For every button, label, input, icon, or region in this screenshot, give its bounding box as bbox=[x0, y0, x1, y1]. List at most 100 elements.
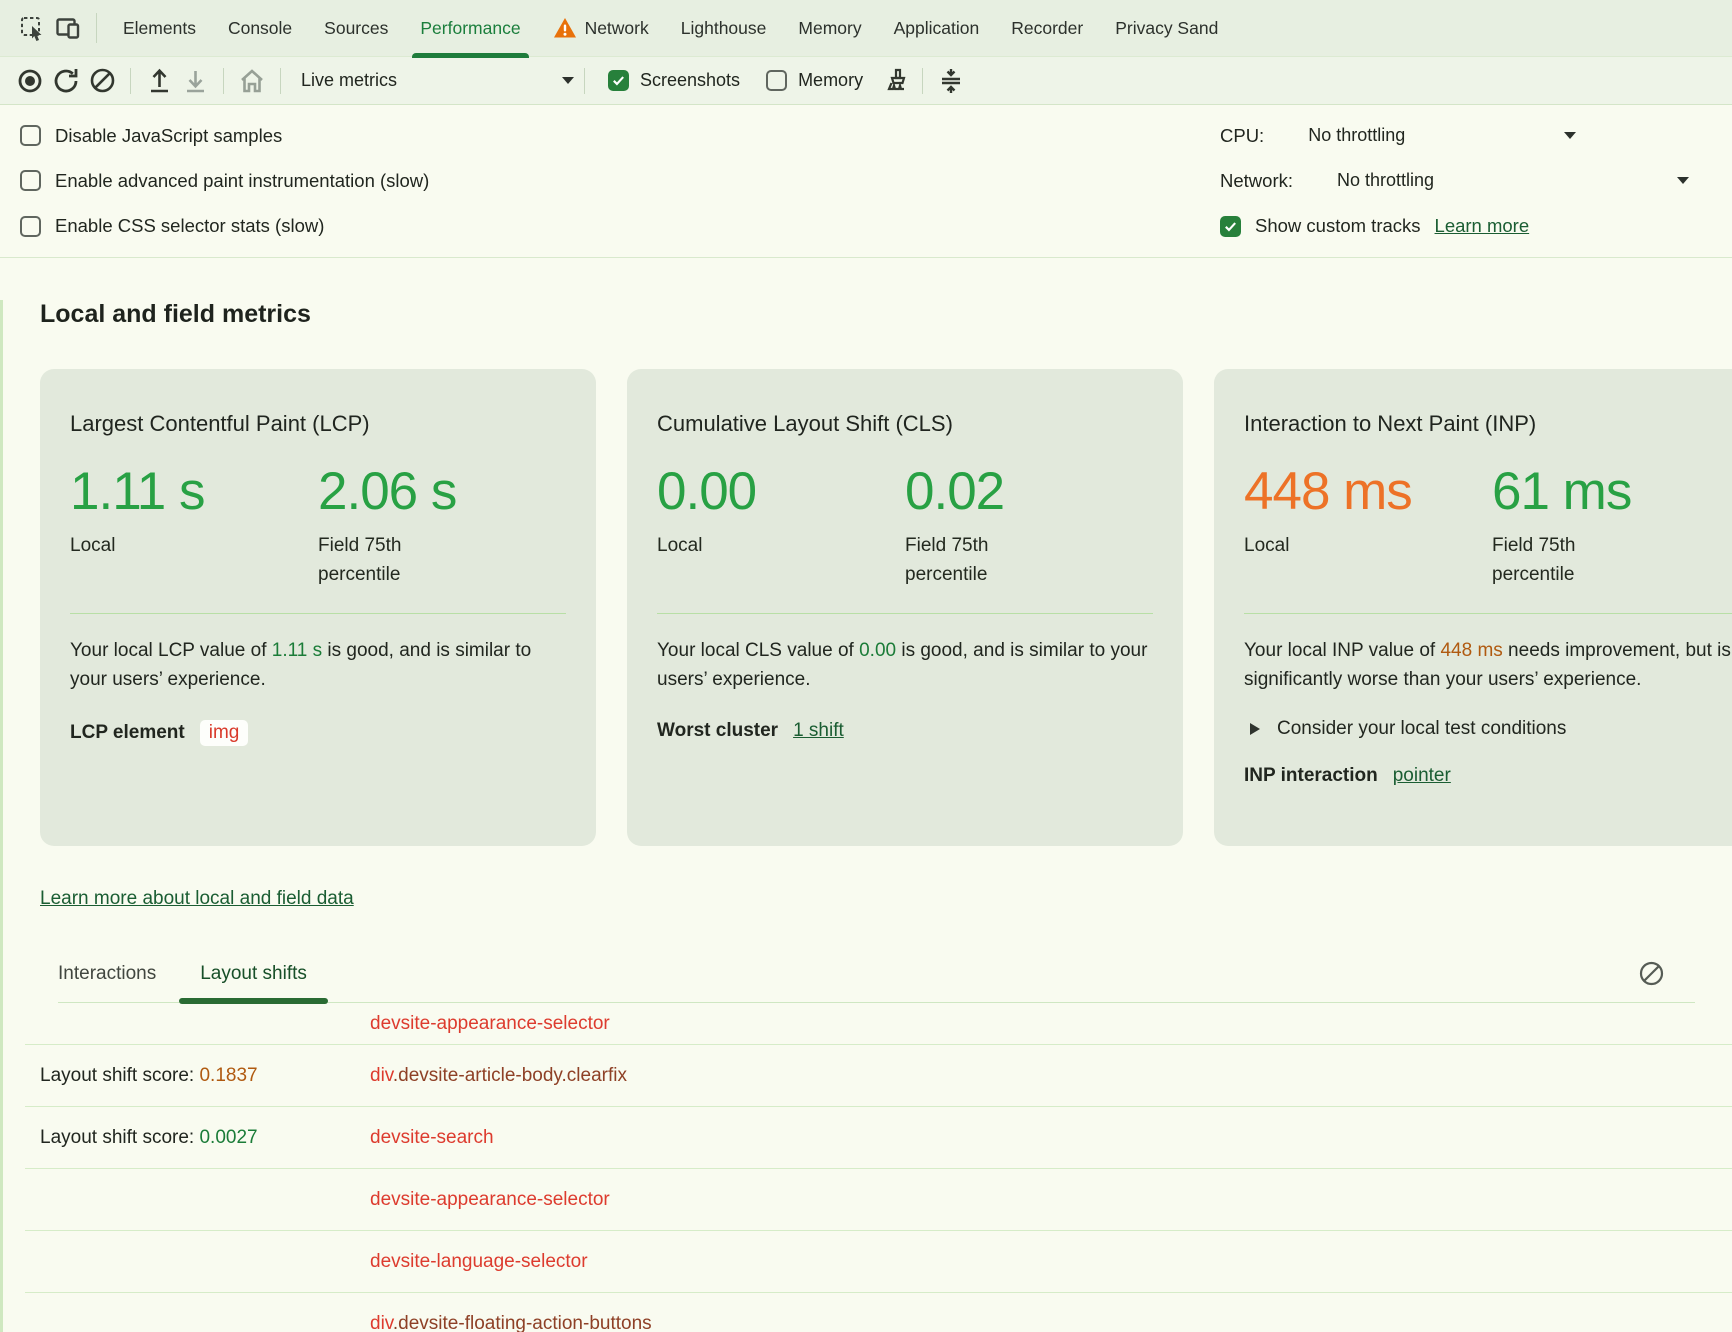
node-link[interactable]: devsite-search bbox=[370, 1127, 1732, 1149]
chevron-down-icon bbox=[1564, 132, 1576, 139]
tab-memory[interactable]: Memory bbox=[782, 0, 877, 57]
cls-values: 0.00 Local 0.02 Field 75th percentile bbox=[657, 461, 1153, 589]
advanced-paint-group[interactable]: Enable advanced paint instrumentation (s… bbox=[20, 170, 429, 192]
log-tabs: Interactions Layout shifts bbox=[58, 960, 1695, 1003]
inp-local-label: Local bbox=[1244, 532, 1384, 561]
save-profile-button[interactable] bbox=[177, 63, 213, 99]
tabbar-separator bbox=[96, 13, 97, 43]
layout-shift-row[interactable]: devsite-language-selector bbox=[25, 1231, 1732, 1293]
css-selector-stats-checkbox[interactable] bbox=[20, 216, 41, 237]
lcp-local-label: Local bbox=[70, 532, 210, 561]
load-profile-button[interactable] bbox=[141, 63, 177, 99]
network-throttling-select[interactable]: No throttling bbox=[1337, 170, 1689, 191]
cpu-throttling-row: CPU: No throttling bbox=[1220, 125, 1720, 147]
clear-log-button[interactable] bbox=[1638, 960, 1665, 987]
warning-icon bbox=[553, 17, 577, 39]
tab-label: Privacy Sand bbox=[1115, 18, 1218, 39]
layout-shift-row[interactable]: div.devsite-floating-action-buttons bbox=[25, 1293, 1732, 1332]
lcp-field-column: 2.06 s Field 75th percentile bbox=[318, 461, 566, 589]
cls-local-column: 0.00 Local bbox=[657, 461, 905, 589]
custom-tracks-learn-more-link[interactable]: Learn more bbox=[1435, 215, 1530, 237]
tab-layout-shifts[interactable]: Layout shifts bbox=[200, 963, 307, 985]
advanced-paint-label: Enable advanced paint instrumentation (s… bbox=[55, 170, 429, 192]
clear-button[interactable] bbox=[84, 63, 120, 99]
inspect-element-button[interactable] bbox=[14, 10, 50, 46]
node-link[interactable]: devsite-appearance-selector bbox=[370, 1013, 1732, 1035]
tab-label: Elements bbox=[123, 18, 196, 39]
lcp-field-label: Field 75th percentile bbox=[318, 532, 458, 589]
lcp-element-label: LCP element bbox=[70, 722, 185, 744]
tab-label: Sources bbox=[324, 18, 388, 39]
lcp-element-node-link[interactable]: img bbox=[200, 720, 249, 746]
toolbar-separator bbox=[922, 68, 923, 94]
memory-checkbox[interactable] bbox=[766, 70, 787, 91]
record-and-reload-button[interactable] bbox=[48, 63, 84, 99]
inp-interaction-link[interactable]: pointer bbox=[1393, 765, 1451, 787]
cpu-throttling-select[interactable]: No throttling bbox=[1308, 125, 1576, 146]
toolbar-separator bbox=[584, 68, 585, 94]
layout-shift-row[interactable]: Layout shift score: 0.0027 devsite-searc… bbox=[25, 1107, 1732, 1169]
node-link[interactable]: devsite-language-selector bbox=[370, 1251, 1732, 1273]
memory-checkbox-group[interactable]: Memory bbox=[766, 70, 863, 91]
toolbar-separator bbox=[223, 68, 224, 94]
disable-js-samples-checkbox[interactable] bbox=[20, 125, 41, 146]
tab-sources[interactable]: Sources bbox=[308, 0, 404, 57]
back-to-live-metrics-button[interactable] bbox=[234, 63, 270, 99]
local-test-conditions-label: Consider your local test conditions bbox=[1277, 718, 1566, 740]
layout-shift-score: Layout shift score: 0.0027 bbox=[40, 1127, 370, 1149]
inp-values: 448 ms Local 61 ms Field 75th percentile bbox=[1244, 461, 1732, 589]
lcp-description: Your local LCP value of 1.11 s is good, … bbox=[70, 636, 566, 695]
record-button[interactable] bbox=[12, 63, 48, 99]
history-dropdown[interactable]: Live metrics bbox=[291, 70, 574, 91]
shrink-recording-button[interactable] bbox=[933, 63, 969, 99]
tab-label: Memory bbox=[798, 18, 861, 39]
collect-garbage-button[interactable] bbox=[876, 63, 912, 99]
tab-interactions[interactable]: Interactions bbox=[58, 963, 156, 985]
layout-shift-row[interactable]: Layout shift score: 0.1837 div.devsite-a… bbox=[25, 1045, 1732, 1107]
chevron-down-icon bbox=[562, 77, 574, 84]
local-field-metrics-heading: Local and field metrics bbox=[40, 300, 1695, 329]
cls-local-label: Local bbox=[657, 532, 797, 561]
advanced-paint-checkbox[interactable] bbox=[20, 170, 41, 191]
tab-recorder[interactable]: Recorder bbox=[995, 0, 1099, 57]
node-link[interactable]: div.devsite-article-body.clearfix bbox=[370, 1065, 1732, 1087]
cls-field-column: 0.02 Field 75th percentile bbox=[905, 461, 1153, 589]
tab-label: Performance bbox=[420, 18, 520, 39]
worst-cluster-link[interactable]: 1 shift bbox=[793, 720, 844, 742]
screenshots-checkbox[interactable] bbox=[608, 70, 629, 91]
card-divider bbox=[1244, 613, 1732, 614]
tab-performance[interactable]: Performance bbox=[404, 0, 536, 57]
tab-elements[interactable]: Elements bbox=[107, 0, 212, 57]
tab-privacy-sandbox[interactable]: Privacy Sand bbox=[1099, 0, 1234, 57]
tab-label: Console bbox=[228, 18, 292, 39]
memory-label: Memory bbox=[798, 70, 863, 91]
lcp-element-row: LCP element img bbox=[70, 720, 566, 746]
card-divider bbox=[657, 613, 1153, 614]
tab-console[interactable]: Console bbox=[212, 0, 308, 57]
inspect-cursor-icon bbox=[19, 15, 46, 42]
log-tab-label: Interactions bbox=[58, 963, 156, 984]
layout-shift-row[interactable]: devsite-appearance-selector bbox=[25, 1003, 1732, 1045]
inp-description: Your local INP value of 448 ms needs imp… bbox=[1244, 636, 1732, 695]
device-toolbar-button[interactable] bbox=[50, 10, 86, 46]
node-link[interactable]: devsite-appearance-selector bbox=[370, 1189, 1732, 1211]
local-field-data-learn-more-link[interactable]: Learn more about local and field data bbox=[40, 888, 354, 910]
tab-label: Recorder bbox=[1011, 18, 1083, 39]
show-custom-tracks-checkbox[interactable] bbox=[1220, 216, 1241, 237]
node-link[interactable]: div.devsite-floating-action-buttons bbox=[370, 1313, 1732, 1332]
inp-local-column: 448 ms Local bbox=[1244, 461, 1492, 589]
tab-lighthouse[interactable]: Lighthouse bbox=[665, 0, 783, 57]
download-icon bbox=[182, 67, 209, 94]
record-icon bbox=[16, 67, 44, 95]
tab-application[interactable]: Application bbox=[878, 0, 996, 57]
css-selector-stats-group[interactable]: Enable CSS selector stats (slow) bbox=[20, 215, 429, 237]
tab-network[interactable]: Network bbox=[537, 0, 665, 57]
layout-shift-row[interactable]: devsite-appearance-selector bbox=[25, 1169, 1732, 1231]
local-test-conditions-disclosure[interactable]: Consider your local test conditions bbox=[1244, 718, 1732, 740]
disable-js-samples-group[interactable]: Disable JavaScript samples bbox=[20, 125, 429, 147]
inp-local-value: 448 ms bbox=[1244, 461, 1492, 522]
disable-js-samples-label: Disable JavaScript samples bbox=[55, 125, 282, 147]
metric-card-cls: Cumulative Layout Shift (CLS) 0.00 Local… bbox=[627, 369, 1183, 846]
live-metrics-view: Local and field metrics Largest Contentf… bbox=[0, 300, 1732, 1332]
screenshots-checkbox-group[interactable]: Screenshots bbox=[608, 70, 740, 91]
